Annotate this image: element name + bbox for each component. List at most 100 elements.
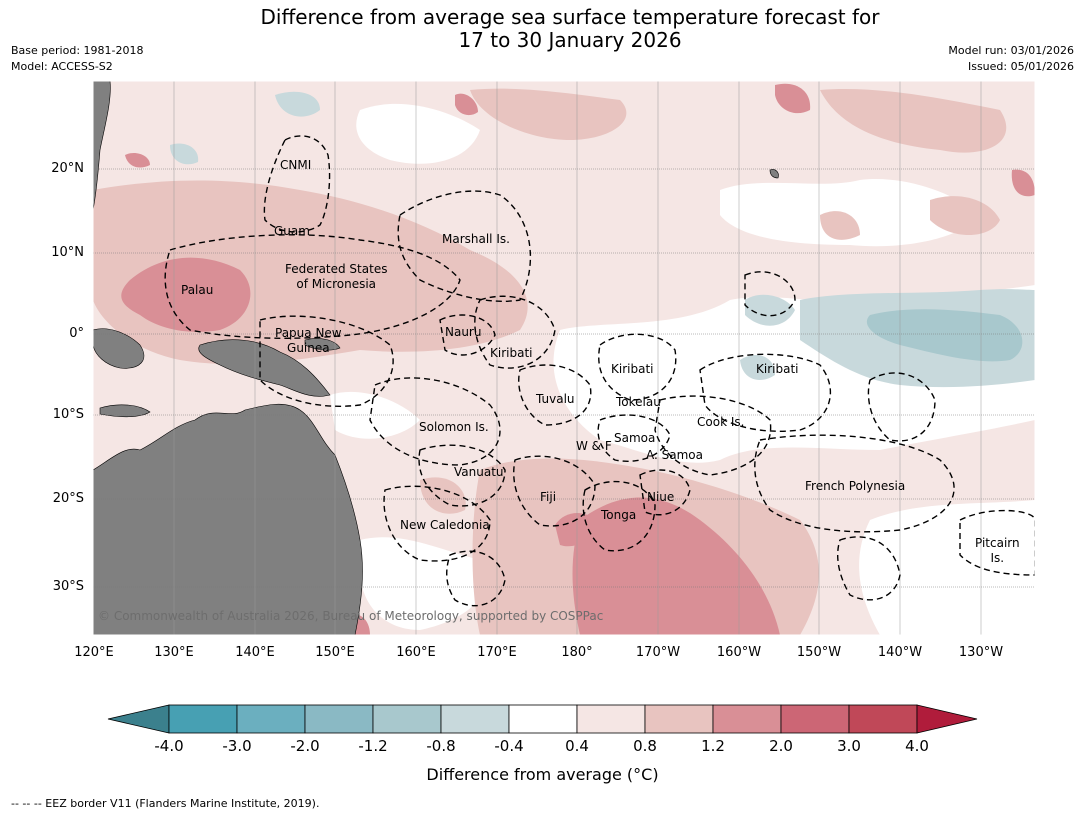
cool-area-kiribati xyxy=(745,294,795,326)
eez-border-tonga xyxy=(582,480,656,552)
base-period: Base period: 1981-2018 xyxy=(11,44,144,57)
colorbar-tick-6: 0.4 xyxy=(565,737,589,755)
near-zero-area-ne xyxy=(720,179,980,247)
colorbar-box-10 xyxy=(848,704,918,734)
warm-area-northeast xyxy=(820,89,1007,153)
indonesia-landmass xyxy=(93,328,145,369)
colorbar-boxes xyxy=(168,704,918,734)
warm-area-north xyxy=(470,88,627,140)
colorbar-tick-2: -2.0 xyxy=(290,737,320,755)
region-label-tonga: Tonga xyxy=(601,508,637,522)
lon-label-130w: 130°W xyxy=(958,645,1004,660)
eez-border-east-2 xyxy=(744,271,796,317)
colorbar-box-3 xyxy=(372,704,442,734)
colorbar-tick-3: -1.2 xyxy=(358,737,388,755)
colorbar-box-9 xyxy=(780,704,850,734)
warm-core-south xyxy=(572,497,780,635)
colorbar-tick-9: 2.0 xyxy=(769,737,793,755)
region-label-guam: Guam xyxy=(274,224,310,238)
warm-spot-2 xyxy=(455,93,478,116)
warm-spot-3 xyxy=(775,83,811,114)
cool-area-kiribati-2 xyxy=(740,355,775,380)
lat-label-10n: 10°N xyxy=(51,245,84,260)
cool-area-north xyxy=(275,91,320,117)
eez-borders xyxy=(164,135,1035,607)
eez-border-niue xyxy=(639,469,691,516)
lat-label-0: 0° xyxy=(69,326,84,341)
lon-label-180: 180° xyxy=(561,645,593,660)
near-zero-area-sw xyxy=(360,537,487,630)
eez-border-kiribati-phoenix xyxy=(598,333,677,401)
graticule xyxy=(93,168,1035,588)
region-label-pitcairn: Pitcairn Is. xyxy=(975,536,1020,566)
eez-border-vanuatu xyxy=(418,444,506,507)
warm-area-far-east xyxy=(930,196,1000,235)
lon-label-150w: 150°W xyxy=(796,645,842,660)
region-label-tuvalu: Tuvalu xyxy=(536,392,575,406)
region-label-cook: Cook Is. xyxy=(697,415,745,429)
eez-border-samoa xyxy=(597,414,671,462)
region-label-fsm-line1: Federated States xyxy=(285,262,388,276)
eez-border-fiji xyxy=(513,455,596,527)
colorbar-tick-1: -3.0 xyxy=(222,737,252,755)
lon-label-140e: 140°E xyxy=(235,645,275,660)
region-label-nauru: Nauru xyxy=(445,325,482,339)
meridians xyxy=(173,81,982,635)
eez-legend-note: -- -- -- EEZ border V11 (Flanders Marine… xyxy=(11,797,320,810)
colorbar-tick-10: 3.0 xyxy=(837,737,861,755)
lat-label-30s: 30°S xyxy=(52,579,84,594)
eez-border-cnmi xyxy=(263,135,331,233)
lon-label-160e: 160°E xyxy=(396,645,436,660)
lat-label-10s: 10°S xyxy=(52,407,84,422)
eez-border-pitcairn xyxy=(959,509,1035,576)
region-label-niue: Niue xyxy=(647,490,675,504)
model-name: Model: ACCESS-S2 xyxy=(11,60,113,73)
lat-label-20n: 20°N xyxy=(51,161,84,176)
map-canvas xyxy=(93,81,1035,635)
issued-date: Issued: 05/01/2026 xyxy=(967,60,1074,73)
region-label-kiribati-west: Kiribati xyxy=(490,346,533,360)
warm-core-micronesia xyxy=(121,257,251,332)
papua-new-guinea-landmass xyxy=(198,339,331,397)
region-label-png-line2: Guinea xyxy=(287,341,330,355)
meta-right: Model run: 03/01/2026 Issued: 05/01/2026 xyxy=(948,43,1074,75)
colorbar-box-5 xyxy=(508,704,578,734)
lon-label-170w: 170°W xyxy=(635,645,681,660)
region-label-pitcairn-line1: Pitcairn xyxy=(975,536,1020,550)
near-zero-area-png xyxy=(330,391,420,439)
colorbar-extend-high xyxy=(916,704,978,734)
region-label-american-samoa: A. Samoa xyxy=(646,448,703,462)
eez-border-marshall xyxy=(397,190,532,302)
timor-landmass xyxy=(99,404,151,418)
colorbar-tick-8: 1.2 xyxy=(701,737,725,755)
title-line-2: 17 to 30 January 2026 xyxy=(458,28,682,52)
region-label-fiji: Fiji xyxy=(540,490,557,504)
title-line-1: Difference from average sea surface temp… xyxy=(260,5,880,29)
region-label-french-polynesia: French Polynesia xyxy=(805,479,906,493)
colorbar-box-4 xyxy=(440,704,510,734)
region-label-fsm-line2: of Micronesia xyxy=(296,277,377,291)
region-label-marshall: Marshall Is. xyxy=(442,232,510,246)
lon-label-160w: 160°W xyxy=(716,645,762,660)
hawaii-landmass xyxy=(769,169,779,179)
colorbar-label: Difference from average (°C) xyxy=(426,765,659,784)
eez-border-norfolk xyxy=(446,550,506,607)
map-frame xyxy=(92,80,1036,636)
eez-border-east xyxy=(867,372,936,442)
lat-label-20s: 20°S xyxy=(52,491,84,506)
meta-left: Base period: 1981-2018 Model: ACCESS-S2 xyxy=(11,43,143,75)
region-label-cnmi: CNMI xyxy=(280,158,312,172)
cool-area-north-2 xyxy=(170,143,199,165)
near-zero-area-se xyxy=(859,500,1035,635)
lon-label-140w: 140°W xyxy=(877,645,923,660)
eez-border-kermadec xyxy=(837,536,901,601)
colorbar-tick-4: -0.8 xyxy=(426,737,456,755)
anomaly-fields xyxy=(93,83,1035,635)
colorbar-box-7 xyxy=(644,704,714,734)
colorbar-box-6 xyxy=(576,704,646,734)
region-label-samoa: Samoa xyxy=(614,431,656,445)
lon-label-170e: 170°E xyxy=(477,645,517,660)
eez-border-fsm xyxy=(164,234,461,339)
